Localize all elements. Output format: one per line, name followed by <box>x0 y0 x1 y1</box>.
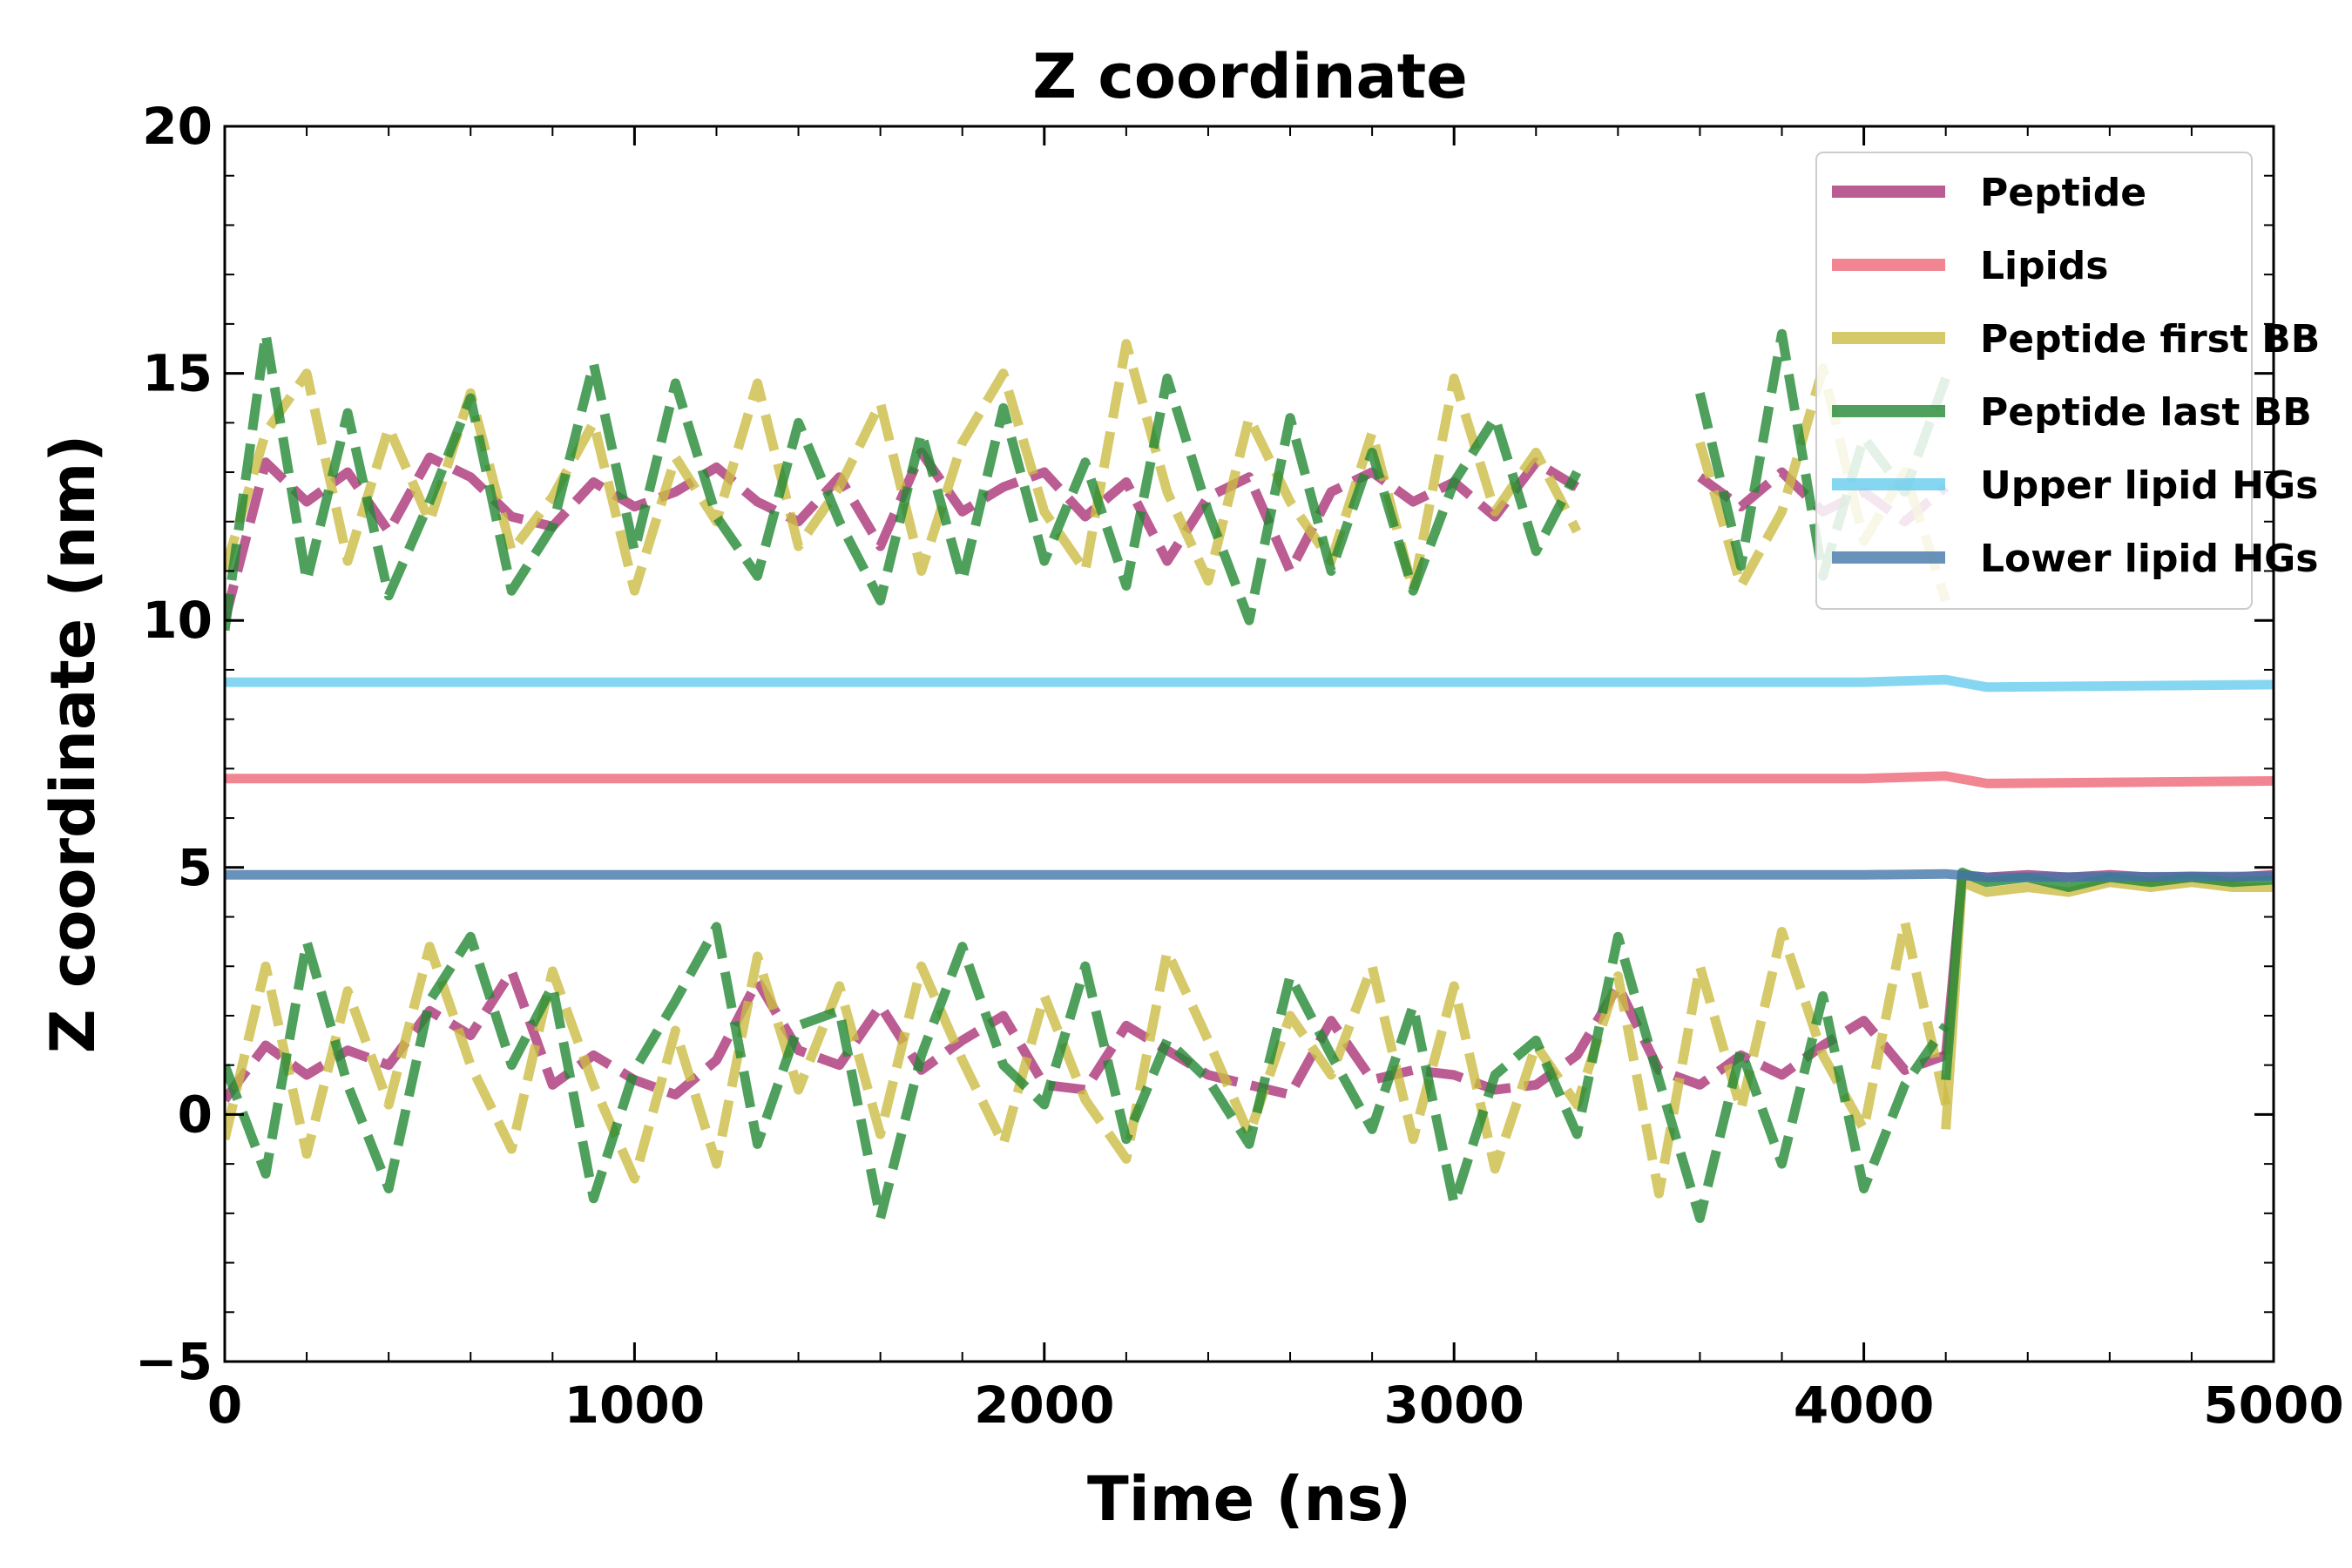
series-peptide-first-bb-lower-line-0 <box>225 916 1951 1199</box>
series-lower-lipid-hgs-line <box>225 868 2274 882</box>
series-peptide-last-bb-lower-line-0 <box>225 922 1950 1223</box>
data-layer <box>225 328 2274 1223</box>
x-axis-label: Time (ns) <box>1087 1463 1411 1535</box>
legend-label-peptide-last-bb: Peptide last BB <box>1980 390 2312 435</box>
series-peptide-last-bb-upper-line-0 <box>225 328 1582 632</box>
plot-frame <box>223 125 2275 1363</box>
y-tick-label: 0 <box>178 1085 213 1144</box>
legend-label-peptide-first-bb: Peptide first BB <box>1980 317 2320 362</box>
y-tick-label: 15 <box>142 344 213 403</box>
series-lipids <box>225 771 2274 788</box>
x-tick-label: 2000 <box>974 1375 1114 1435</box>
series-peptide-first-bb-membrane-bound-line <box>1941 877 2274 1130</box>
x-tick-label: 0 <box>207 1375 242 1435</box>
y-tick-label: −5 <box>135 1332 213 1391</box>
x-tick-label: 3000 <box>1383 1375 1524 1435</box>
legend: Peptide Lipids Peptide first BB Peptide las… <box>1815 152 2320 610</box>
legend-label-upper-lipid-hgs: Upper lipid HGs <box>1980 463 2318 508</box>
x-tick-label: 5000 <box>2203 1375 2343 1435</box>
chart-title: Z coordinate <box>1032 41 1467 112</box>
series-lower-lipid-hgs <box>225 868 2274 882</box>
legend-label-lipids: Lipids <box>1980 244 2108 288</box>
x-tick-label: 4000 <box>1794 1375 1934 1435</box>
series-lipids-line <box>225 771 2274 788</box>
y-tick-label: 10 <box>142 591 213 650</box>
y-axis-label: Z coordinate (nm) <box>37 435 109 1054</box>
x-tick-label: 1000 <box>564 1375 705 1435</box>
legend-label-peptide: Peptide <box>1980 171 2146 215</box>
series-upper-lipid-hgs <box>225 674 2274 693</box>
y-tick-label: 20 <box>142 97 213 156</box>
y-tick-label: 5 <box>178 838 213 897</box>
legend-label-lower-lipid-hgs: Lower lipid HGs <box>1980 537 2318 581</box>
series-upper-lipid-hgs-line <box>225 674 2274 693</box>
series-group <box>225 328 2274 1223</box>
